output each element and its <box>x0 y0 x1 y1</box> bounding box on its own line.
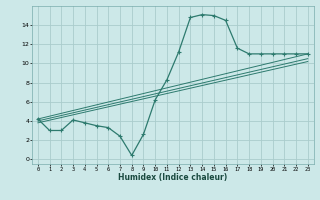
X-axis label: Humidex (Indice chaleur): Humidex (Indice chaleur) <box>118 173 228 182</box>
